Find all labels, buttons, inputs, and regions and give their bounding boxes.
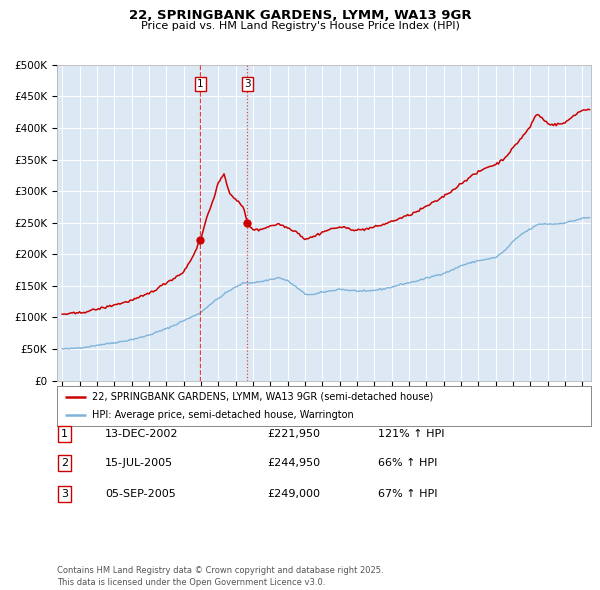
Text: £244,950: £244,950 — [267, 458, 320, 468]
Text: £221,950: £221,950 — [267, 429, 320, 438]
Text: 05-SEP-2005: 05-SEP-2005 — [105, 489, 176, 499]
Text: 3: 3 — [244, 79, 251, 89]
Text: 66% ↑ HPI: 66% ↑ HPI — [378, 458, 437, 468]
Text: 22, SPRINGBANK GARDENS, LYMM, WA13 9GR (semi-detached house): 22, SPRINGBANK GARDENS, LYMM, WA13 9GR (… — [92, 392, 433, 402]
Text: 2: 2 — [61, 458, 68, 468]
Text: 15-JUL-2005: 15-JUL-2005 — [105, 458, 173, 468]
Text: 1: 1 — [61, 429, 68, 438]
Text: Contains HM Land Registry data © Crown copyright and database right 2025.
This d: Contains HM Land Registry data © Crown c… — [57, 566, 383, 587]
Text: 22, SPRINGBANK GARDENS, LYMM, WA13 9GR: 22, SPRINGBANK GARDENS, LYMM, WA13 9GR — [128, 9, 472, 22]
Text: 3: 3 — [61, 489, 68, 499]
Text: 13-DEC-2002: 13-DEC-2002 — [105, 429, 179, 438]
Text: 121% ↑ HPI: 121% ↑ HPI — [378, 429, 445, 438]
Text: 67% ↑ HPI: 67% ↑ HPI — [378, 489, 437, 499]
Text: 1: 1 — [197, 79, 203, 89]
Text: HPI: Average price, semi-detached house, Warrington: HPI: Average price, semi-detached house,… — [92, 410, 353, 420]
Text: Price paid vs. HM Land Registry's House Price Index (HPI): Price paid vs. HM Land Registry's House … — [140, 21, 460, 31]
Text: £249,000: £249,000 — [267, 489, 320, 499]
